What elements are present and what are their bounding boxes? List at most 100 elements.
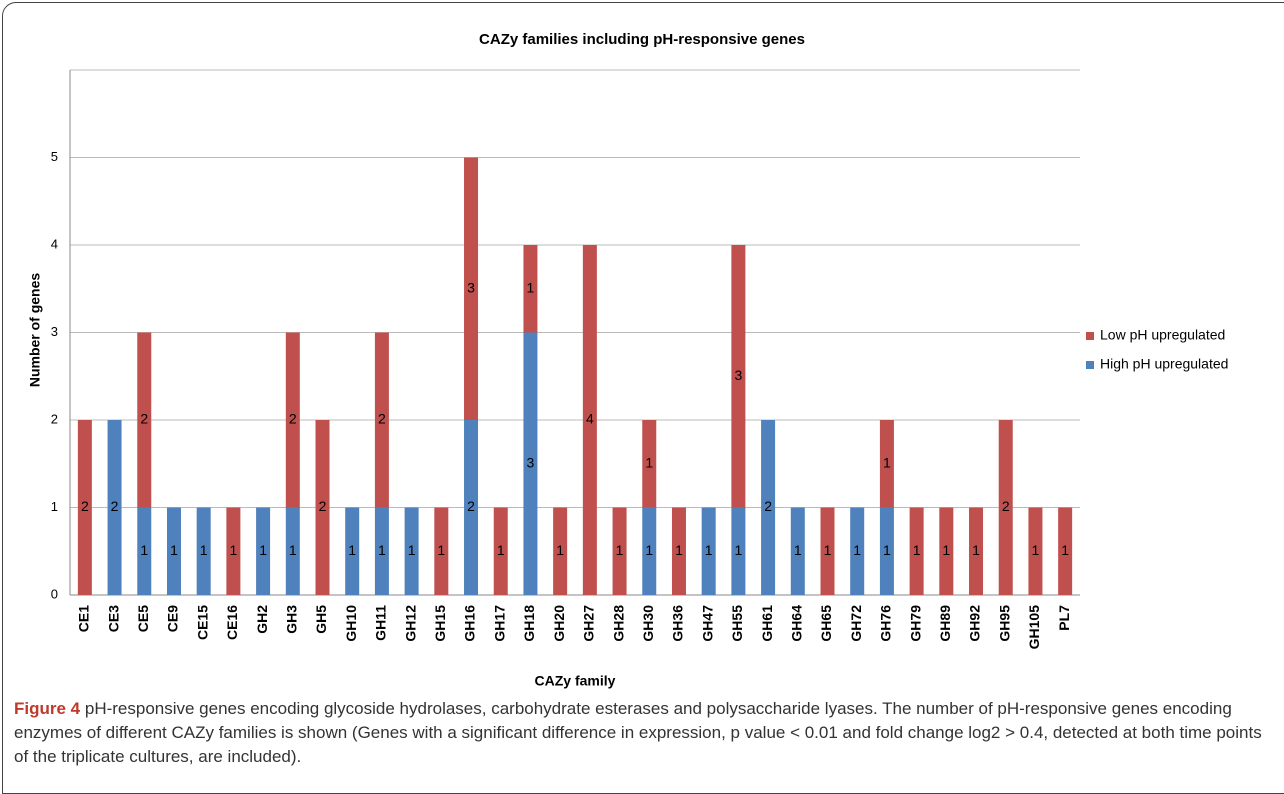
bar-segment <box>107 420 122 595</box>
x-tick-label: GH47 <box>699 605 715 642</box>
data-label: 1 <box>140 542 148 558</box>
legend-swatch <box>1086 361 1094 369</box>
x-tick-label: GH10 <box>343 605 359 642</box>
data-label: 1 <box>616 542 624 558</box>
data-label: 2 <box>1002 498 1010 514</box>
bar-segment <box>790 507 805 595</box>
data-label: 1 <box>853 542 861 558</box>
caption-text: pH-responsive genes encoding glycoside h… <box>14 699 1262 766</box>
x-tick-label: GH72 <box>848 605 864 642</box>
data-label: 1 <box>497 542 505 558</box>
bar-segment <box>642 507 657 595</box>
data-label: 1 <box>289 542 297 558</box>
chart-title: CAZy families including pH-responsive ge… <box>479 31 805 48</box>
bar-segment <box>701 507 716 595</box>
x-tick-label: CE16 <box>224 605 240 640</box>
data-label: 1 <box>1032 542 1040 558</box>
bar-segment <box>404 507 419 595</box>
data-label: 2 <box>319 498 327 514</box>
x-axis-title: CAZy family <box>535 673 616 689</box>
x-tick-label: GH5 <box>313 605 329 634</box>
bar-segment <box>285 332 300 508</box>
data-label: 1 <box>794 542 802 558</box>
x-tick-label: GH11 <box>373 605 389 641</box>
bar-segment <box>315 420 330 595</box>
bar-segment <box>77 420 92 595</box>
data-label: 3 <box>734 367 742 383</box>
bar-segment <box>256 507 271 595</box>
data-label: 1 <box>170 542 178 558</box>
x-tick-label: GH16 <box>462 605 478 642</box>
data-label: 1 <box>556 542 564 558</box>
chart: CAZy families including pH-responsive ge… <box>27 31 1229 689</box>
legend-label: Low pH upregulated <box>1100 327 1225 343</box>
y-tick-label: 3 <box>51 324 58 339</box>
bar-segment <box>464 157 479 420</box>
bar-segment <box>166 507 181 595</box>
bar-segment <box>434 507 449 595</box>
data-label: 2 <box>378 411 386 427</box>
data-label: 2 <box>140 411 148 427</box>
caption-label: Figure 4 <box>14 699 81 718</box>
x-tick-label: CE9 <box>165 605 181 632</box>
x-tick-label: GH20 <box>551 605 567 642</box>
bar-segment <box>493 507 508 595</box>
data-label: 1 <box>348 542 356 558</box>
bar-segment <box>671 507 686 595</box>
x-tick-label: GH28 <box>610 605 626 642</box>
bar-segment <box>374 332 389 508</box>
data-label: 1 <box>675 542 683 558</box>
bar-segment <box>612 507 627 595</box>
x-tick-label: CE3 <box>105 605 121 632</box>
bar-segment <box>820 507 835 595</box>
bar-segment <box>464 420 479 595</box>
data-label: 1 <box>883 542 891 558</box>
bar-segment <box>523 332 538 595</box>
bar-segment <box>879 420 894 508</box>
bar-segment <box>137 332 152 508</box>
data-label: 1 <box>408 542 416 558</box>
data-label: 1 <box>229 542 237 558</box>
data-label: 1 <box>824 542 832 558</box>
x-tick-label: GH95 <box>996 605 1012 642</box>
bar-segment <box>1028 507 1043 595</box>
x-tick-label: GH89 <box>937 605 953 642</box>
x-tick-label: CE15 <box>194 605 210 640</box>
caption: Figure 4 pH-responsive genes encoding gl… <box>14 697 1269 769</box>
data-label: 4 <box>586 411 594 427</box>
data-label: 1 <box>437 542 445 558</box>
y-tick-label: 2 <box>51 411 58 426</box>
x-tick-label: GH36 <box>670 605 686 642</box>
x-tick-label: GH105 <box>1026 605 1042 650</box>
data-label: 2 <box>764 498 772 514</box>
data-label: 3 <box>527 454 535 470</box>
bar-segment <box>196 507 211 595</box>
legend-label: High pH upregulated <box>1100 356 1228 372</box>
x-tick-label: GH76 <box>878 605 894 642</box>
bar-segment <box>642 420 657 508</box>
bar-segment <box>226 507 241 595</box>
data-label: 1 <box>645 454 653 470</box>
x-tick-label: GH30 <box>640 605 656 642</box>
bar-segment <box>731 245 746 508</box>
x-tick-label: GH18 <box>521 605 537 642</box>
bar-segment <box>345 507 360 595</box>
bar-segment <box>969 507 984 595</box>
x-tick-label: GH12 <box>402 605 418 642</box>
bar-segment <box>1058 507 1073 595</box>
y-axis-title: Number of genes <box>27 273 43 388</box>
data-label: 1 <box>259 542 267 558</box>
x-tick-label: GH92 <box>967 605 983 642</box>
data-label: 1 <box>527 279 535 295</box>
bar-segment <box>374 507 389 595</box>
data-label: 1 <box>734 542 742 558</box>
bar-segment <box>879 507 894 595</box>
x-tick-label: GH2 <box>254 605 270 634</box>
data-label: 1 <box>972 542 980 558</box>
x-tick-label: GH17 <box>491 605 507 642</box>
data-label: 2 <box>111 498 119 514</box>
y-tick-label: 4 <box>51 236 58 251</box>
bar-segment <box>939 507 954 595</box>
x-tick-label: GH61 <box>759 605 775 642</box>
